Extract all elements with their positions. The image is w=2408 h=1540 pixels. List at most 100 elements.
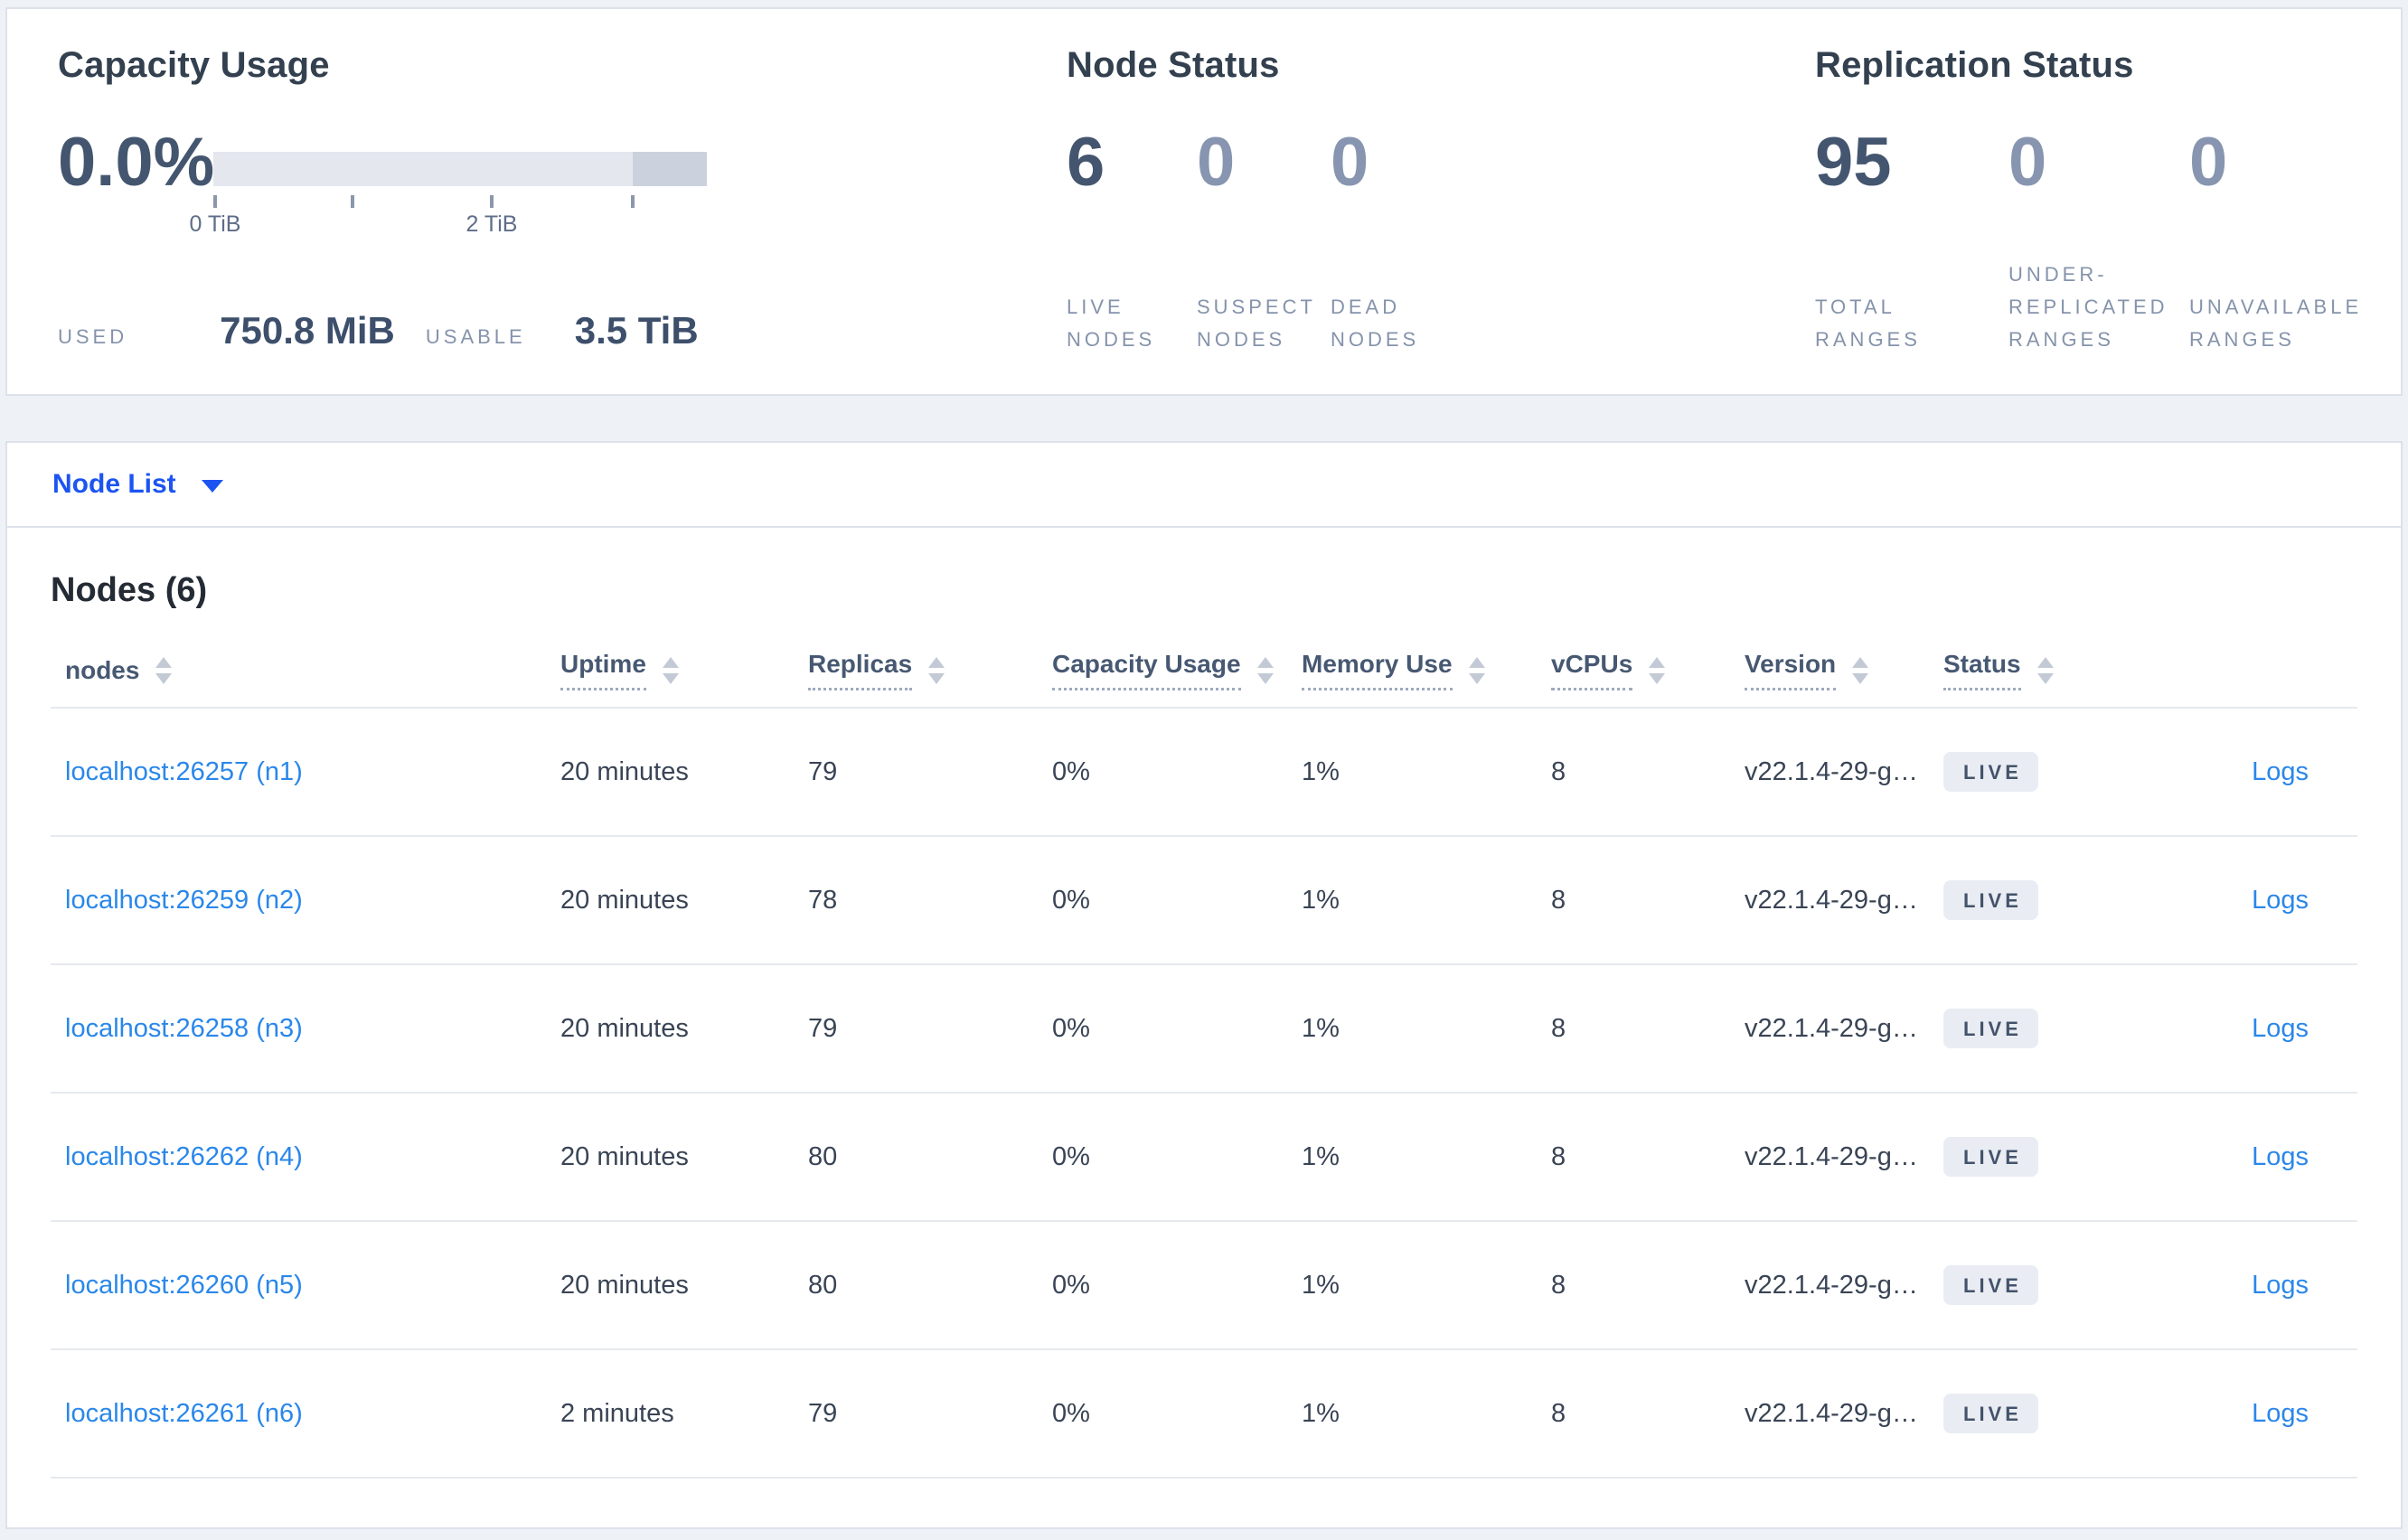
column-header-capacity-usage-label: Capacity Usage xyxy=(1052,650,1241,690)
version-cell: v22.1.4-29-g… xyxy=(1745,1398,1918,1428)
used-label: USED xyxy=(58,325,128,348)
table-row: localhost:26261 (n6) 2 minutes 79 0% 1% … xyxy=(51,1350,2357,1479)
used-value: 750.8 MiB xyxy=(220,309,395,352)
node-address-link[interactable]: localhost:26262 (n4) xyxy=(65,1141,303,1171)
capacity-usage-cell: 0% xyxy=(1052,1398,1090,1428)
memory-use-cell: 1% xyxy=(1302,885,1340,915)
capacity-usage-title: Capacity Usage xyxy=(58,45,330,85)
unavailable-ranges-value: 0 xyxy=(2189,124,2228,201)
status-badge: LIVE xyxy=(1943,1009,2038,1048)
node-address-link[interactable]: localhost:26260 (n5) xyxy=(65,1270,303,1300)
version-cell: v22.1.4-29-g… xyxy=(1745,885,1918,915)
cluster-summary-panel: Capacity Usage 0.0% 0 TiB 2 TiB USED 750… xyxy=(5,7,2403,396)
live-nodes-value: 6 xyxy=(1067,124,1105,201)
vcpus-cell: 8 xyxy=(1551,756,1566,786)
column-header-memory-use[interactable]: Memory Use xyxy=(1302,650,1551,690)
status-badge: LIVE xyxy=(1943,880,2038,920)
suspect-nodes-value: 0 xyxy=(1197,124,1236,201)
column-header-version-label: Version xyxy=(1745,650,1837,690)
memory-use-cell: 1% xyxy=(1302,1141,1340,1171)
column-header-replicas[interactable]: Replicas xyxy=(808,650,1052,690)
under-replicated-ranges-value: 0 xyxy=(2008,124,2047,201)
column-header-capacity-usage[interactable]: Capacity Usage xyxy=(1052,650,1302,690)
capacity-usage-section: Capacity Usage 0.0% 0 TiB 2 TiB USED 750… xyxy=(58,9,1034,394)
nodes-table-body: localhost:26257 (n1) 20 minutes 79 0% 1%… xyxy=(51,709,2357,1479)
usable-label: USABLE xyxy=(425,325,526,348)
replication-status-section: Replication Status 95 TOTAL RANGES 0 UND… xyxy=(1815,9,2394,394)
axis-tick-0 xyxy=(213,195,217,208)
capacity-stats: USED 750.8 MiB USABLE 3.5 TiB xyxy=(58,309,699,352)
column-header-uptime-label: Uptime xyxy=(560,650,646,690)
replicas-cell: 78 xyxy=(808,885,838,915)
column-header-vcpus-label: vCPUs xyxy=(1551,650,1633,690)
sort-icon xyxy=(2036,656,2054,684)
dead-nodes-value: 0 xyxy=(1331,124,1369,201)
replicas-cell: 79 xyxy=(808,1398,838,1428)
node-list-dropdown-label: Node List xyxy=(52,469,176,499)
nodes-section-title: Nodes (6) xyxy=(51,571,208,609)
logs-link[interactable]: Logs xyxy=(2252,1398,2309,1428)
capacity-usage-bar xyxy=(213,152,707,186)
version-cell: v22.1.4-29-g… xyxy=(1745,1141,1918,1171)
capacity-usage-cell: 0% xyxy=(1052,1141,1090,1171)
table-row: localhost:26259 (n2) 20 minutes 78 0% 1%… xyxy=(51,837,2357,965)
node-list-dropdown[interactable]: Node List xyxy=(52,469,223,500)
column-header-vcpus[interactable]: vCPUs xyxy=(1551,650,1745,690)
sort-icon xyxy=(928,656,945,684)
node-address-link[interactable]: localhost:26257 (n1) xyxy=(65,756,303,786)
status-badge: LIVE xyxy=(1943,1137,2038,1177)
replicas-cell: 80 xyxy=(808,1270,838,1300)
logs-link[interactable]: Logs xyxy=(2252,756,2309,786)
table-row: localhost:26260 (n5) 20 minutes 80 0% 1%… xyxy=(51,1222,2357,1350)
suspect-nodes-label: SUSPECT NODES xyxy=(1197,296,1316,351)
capacity-usage-cell: 0% xyxy=(1052,1013,1090,1043)
column-header-uptime[interactable]: Uptime xyxy=(560,650,808,690)
vcpus-cell: 8 xyxy=(1551,1013,1566,1043)
capacity-usage-cell: 0% xyxy=(1052,1270,1090,1300)
nodes-table-header: nodes Uptime Replicas Capacity Usage Mem… xyxy=(51,650,2357,709)
replication-status-title: Replication Status xyxy=(1815,45,2134,85)
sort-icon xyxy=(1468,656,1485,684)
column-header-version[interactable]: Version xyxy=(1745,650,1943,690)
node-address-link[interactable]: localhost:26258 (n3) xyxy=(65,1013,303,1043)
logs-link[interactable]: Logs xyxy=(2252,1013,2309,1043)
uptime-cell: 20 minutes xyxy=(560,885,689,915)
logs-link[interactable]: Logs xyxy=(2252,1270,2309,1300)
capacity-percent-value: 0.0% xyxy=(58,124,215,201)
column-header-nodes[interactable]: nodes xyxy=(51,656,560,685)
replicas-cell: 80 xyxy=(808,1141,838,1171)
status-badge: LIVE xyxy=(1943,752,2038,792)
logs-link[interactable]: Logs xyxy=(2252,1141,2309,1171)
capacity-usage-cell: 0% xyxy=(1052,885,1090,915)
replicas-cell: 79 xyxy=(808,756,838,786)
dead-nodes-label: DEAD NODES xyxy=(1331,296,1420,351)
column-header-status[interactable]: Status xyxy=(1943,650,2117,690)
capacity-usage-bar-reserved-segment xyxy=(633,152,707,186)
total-ranges-label: TOTAL RANGES xyxy=(1815,296,1921,351)
table-row: localhost:26262 (n4) 20 minutes 80 0% 1%… xyxy=(51,1094,2357,1222)
replicas-cell: 79 xyxy=(808,1013,838,1043)
column-header-replicas-label: Replicas xyxy=(808,650,913,690)
node-address-link[interactable]: localhost:26261 (n6) xyxy=(65,1398,303,1428)
unavailable-ranges-label: UNAVAILABLE RANGES xyxy=(2189,296,2363,351)
node-status-title: Node Status xyxy=(1067,45,1280,85)
sort-icon xyxy=(1256,656,1274,684)
total-ranges-value: 95 xyxy=(1815,124,1892,201)
vcpus-cell: 8 xyxy=(1551,885,1566,915)
view-selector-bar: Node List xyxy=(5,441,2403,528)
axis-tick-label-2: 2 TiB xyxy=(466,211,518,237)
under-replicated-ranges-label: UNDER-REPLICATED RANGES xyxy=(2008,263,2168,351)
sort-icon xyxy=(1649,656,1666,684)
memory-use-cell: 1% xyxy=(1302,1013,1340,1043)
status-badge: LIVE xyxy=(1943,1394,2038,1433)
logs-link[interactable]: Logs xyxy=(2252,885,2309,915)
column-header-status-label: Status xyxy=(1943,650,2021,690)
axis-tick-label-0: 0 TiB xyxy=(189,211,241,237)
memory-use-cell: 1% xyxy=(1302,756,1340,786)
usable-value: 3.5 TiB xyxy=(574,309,699,352)
table-row: localhost:26257 (n1) 20 minutes 79 0% 1%… xyxy=(51,709,2357,837)
node-address-link[interactable]: localhost:26259 (n2) xyxy=(65,885,303,915)
axis-tick-3 xyxy=(631,195,635,208)
sort-icon xyxy=(662,656,679,684)
